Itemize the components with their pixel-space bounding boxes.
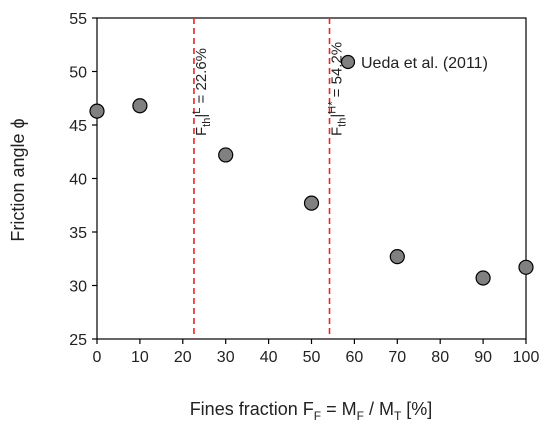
data-point (475, 270, 491, 286)
legend-label: Ueda et al. (2011) (361, 55, 488, 72)
data-point (303, 195, 320, 211)
data-point (218, 147, 234, 163)
data-point (389, 249, 405, 265)
y-tick-label: 40 (69, 172, 87, 189)
data-point (132, 98, 148, 114)
y-axis-label: Friction angle ϕ (8, 118, 28, 241)
x-tick-label: 0 (93, 349, 102, 366)
y-tick-label: 30 (69, 279, 87, 296)
x-tick-label: 90 (474, 349, 492, 366)
x-tick-label: 30 (217, 349, 235, 366)
x-axis-label: Fines fraction FF = MF / MT [%] (190, 399, 433, 423)
data-point (89, 103, 105, 119)
threshold-label: Fth|H* = 54.2% (327, 42, 349, 136)
legend-marker (340, 54, 356, 70)
threshold-label: Fth|L = 22.6% (191, 48, 213, 136)
x-tick-label: 100 (513, 349, 540, 366)
x-tick-label: 70 (388, 349, 406, 366)
x-tick-label: 50 (303, 349, 321, 366)
x-tick-label: 60 (346, 349, 364, 366)
y-tick-label: 25 (69, 332, 87, 349)
y-tick-label: 45 (69, 118, 87, 135)
x-tick-label: 10 (131, 349, 149, 366)
legend: Ueda et al. (2011) (340, 54, 488, 72)
x-tick-label: 40 (260, 349, 278, 366)
y-tick-label: 35 (69, 225, 87, 242)
x-tick-label: 80 (431, 349, 449, 366)
y-tick-label: 50 (69, 65, 87, 82)
x-tick-label: 20 (174, 349, 192, 366)
data-point (518, 259, 534, 275)
y-tick-label: 55 (69, 11, 87, 28)
